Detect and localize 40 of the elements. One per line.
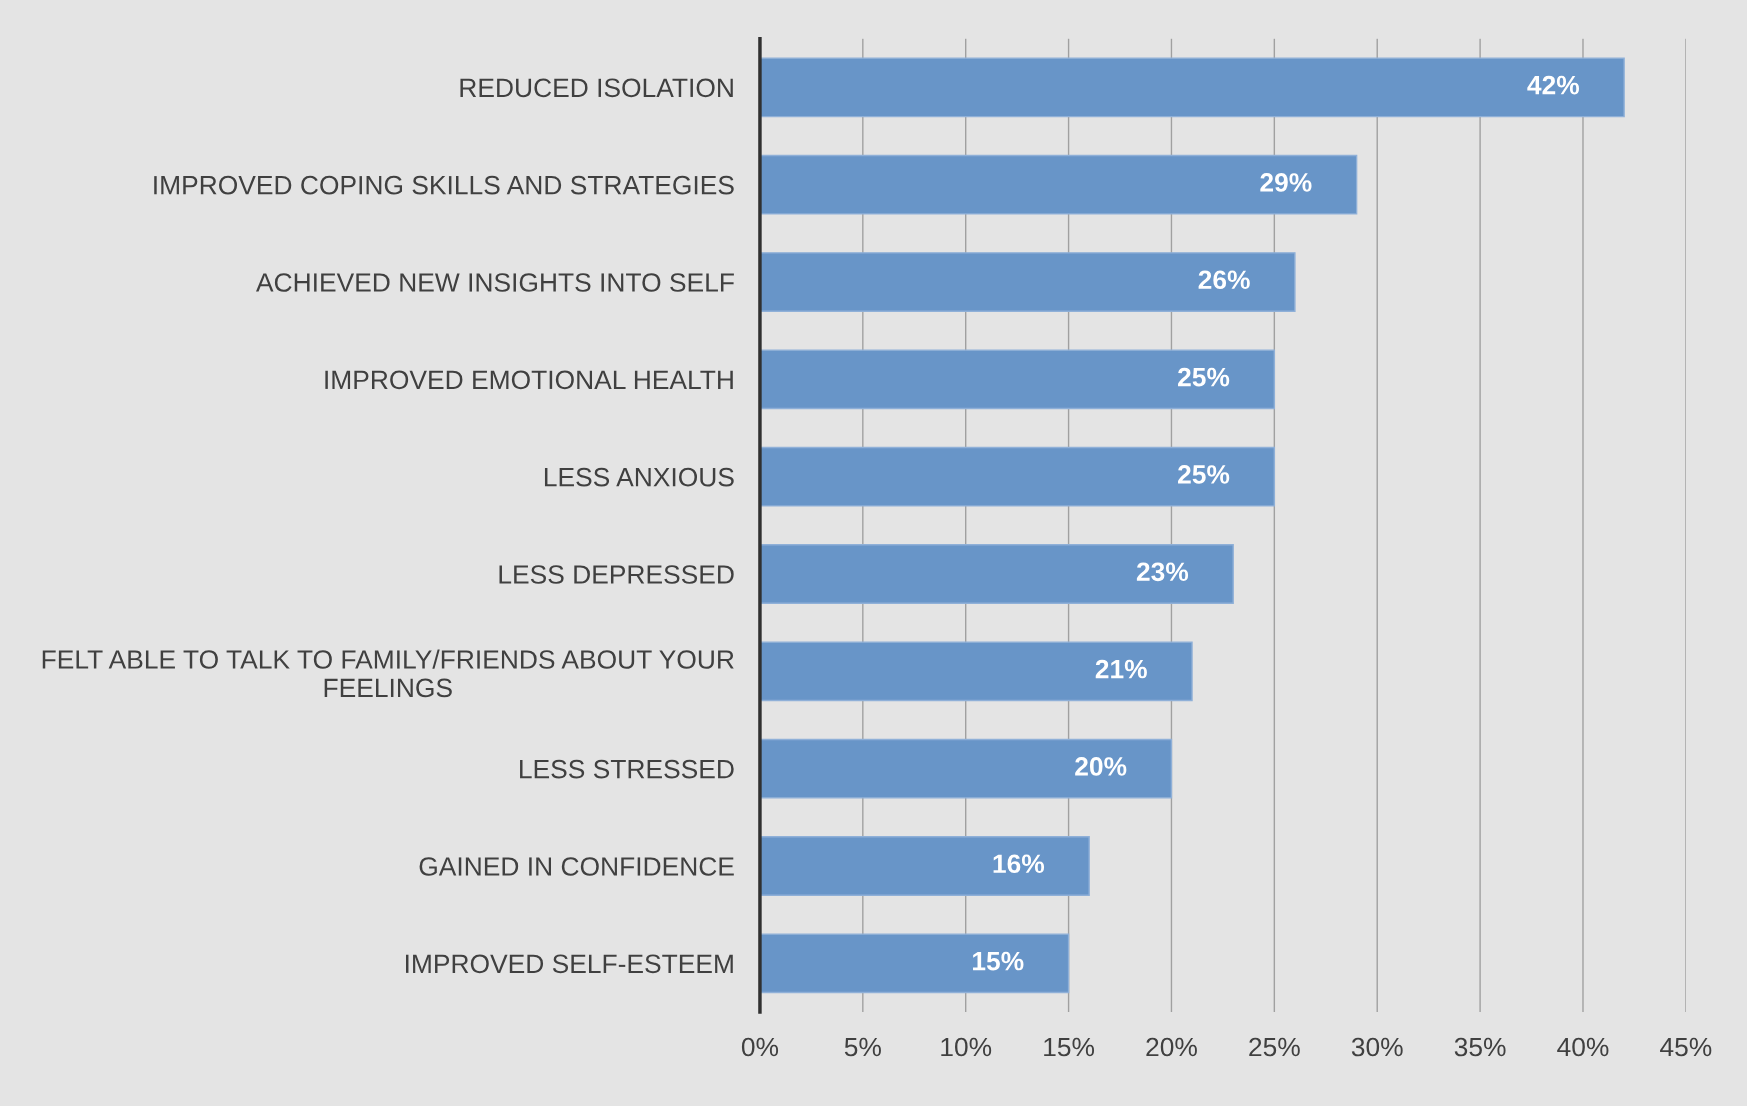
bar (759, 154, 1358, 215)
y-tick-label: GAINED IN CONFIDENCE (419, 857, 734, 876)
data-label: 21% (1095, 659, 1147, 679)
data-label: 29% (1260, 173, 1312, 192)
bar (759, 641, 1193, 702)
x-tick-label: 35% (1454, 1037, 1506, 1057)
bar (759, 933, 1070, 994)
x-tick-label: 40% (1557, 1037, 1609, 1057)
data-label: 20% (1075, 757, 1127, 776)
y-tick-label: IMPROVED COPING SKILLS AND STRATEGIES (154, 175, 734, 195)
y-tick-label: IMPROVED SELF-ESTEEM (406, 954, 733, 974)
y-tick-label: ACHIEVED NEW INSIGHTS INTO SELF (256, 273, 734, 292)
x-tick-label: 45% (1660, 1037, 1712, 1057)
bar (759, 836, 1090, 896)
y-tick-label: LESS DEPRESSED (499, 565, 734, 584)
y-tick-label: REDUCED ISOLATION (460, 78, 733, 98)
data-label: 25% (1178, 367, 1230, 387)
x-tick-label: 15% (1044, 1037, 1095, 1057)
data-label: 23% (1136, 562, 1189, 582)
data-label: 25% (1178, 465, 1230, 484)
x-tick-label: 10% (941, 1037, 992, 1057)
bar (759, 349, 1276, 410)
y-tick-label: FELT ABLE TO TALK TO FAMILY/FRIENDS ABOUT YOUR FEELINGS (42, 649, 734, 698)
bar (759, 252, 1296, 312)
data-label: 15% (973, 951, 1024, 971)
y-tick-label: LESS ANXIOUS (544, 467, 734, 487)
x-tick-label: 0% (741, 1037, 779, 1057)
bar (759, 544, 1234, 604)
y-tick-label: LESS STRESSED (520, 759, 734, 779)
bar (759, 57, 1625, 118)
bar (759, 446, 1276, 507)
x-tick-label: 30% (1351, 1037, 1403, 1057)
bar (759, 738, 1173, 799)
data-label: 42% (1527, 75, 1580, 95)
data-label: 16% (993, 854, 1045, 874)
x-tick-label: 5% (844, 1037, 881, 1057)
data-label: 26% (1198, 270, 1250, 290)
x-tick-label: 20% (1146, 1037, 1197, 1057)
x-tick-label: 25% (1249, 1037, 1300, 1057)
y-tick-label: IMPROVED EMOTIONAL HEALTH (325, 370, 733, 390)
